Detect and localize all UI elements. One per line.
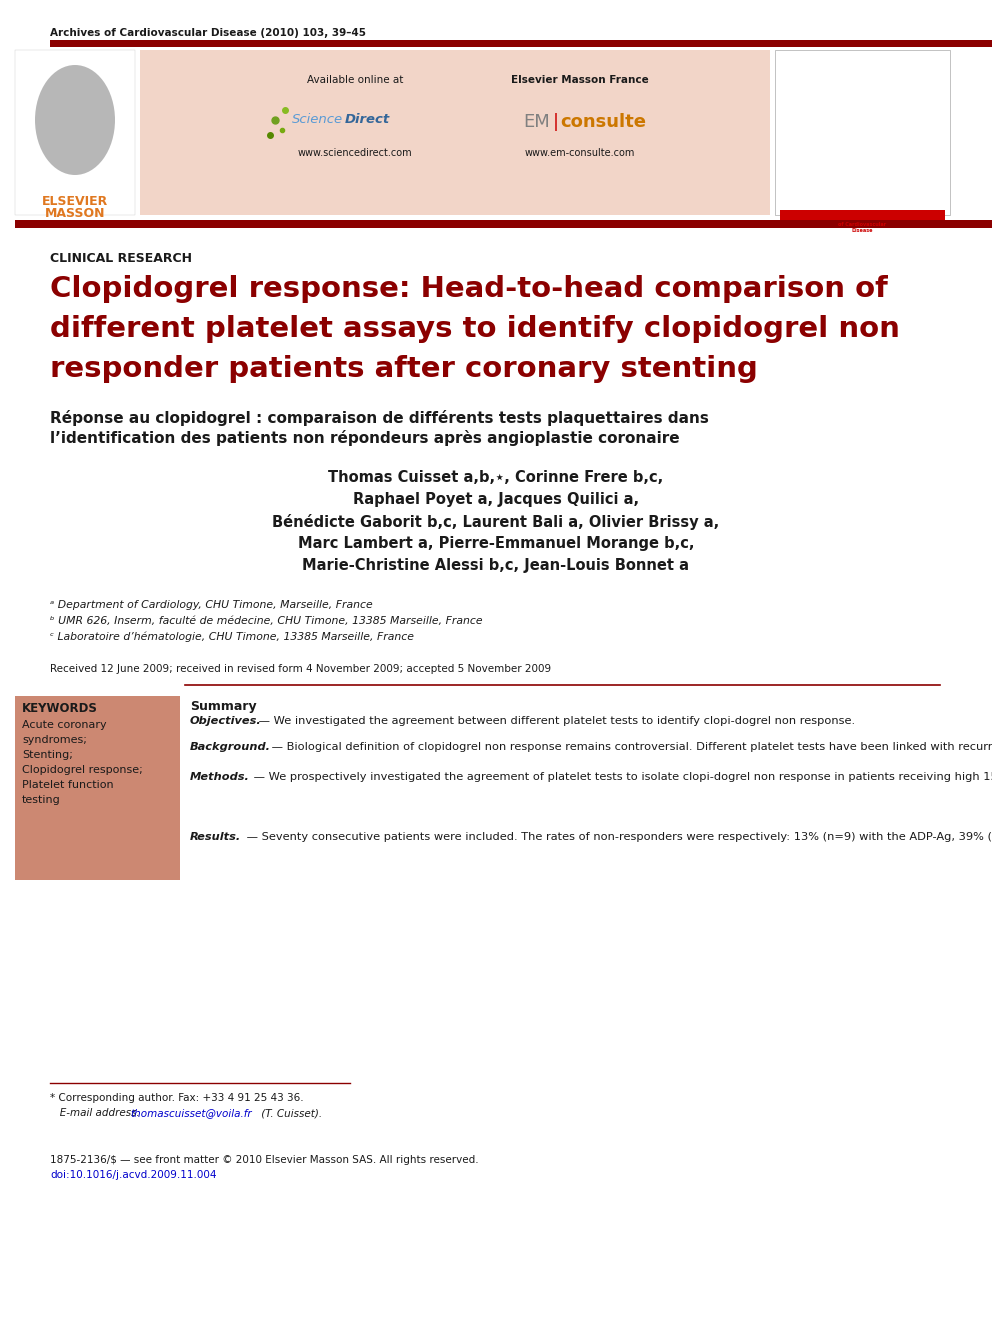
- Text: (T. Cuisset).: (T. Cuisset).: [258, 1107, 322, 1118]
- Bar: [15, 50, 135, 216]
- Text: ᶜ Laboratoire d’hématologie, CHU Timone, 13385 Marseille, France: ᶜ Laboratoire d’hématologie, CHU Timone,…: [50, 632, 414, 643]
- Text: KEYWORDS: KEYWORDS: [22, 703, 98, 714]
- Text: Clopidogrel response: Head-to-head comparison of: Clopidogrel response: Head-to-head compa…: [50, 275, 888, 303]
- Text: Summary: Summary: [190, 700, 257, 713]
- Text: Archives
of Cardiovascular
Disease: Archives of Cardiovascular Disease: [838, 216, 886, 233]
- Text: Clopidogrel response;: Clopidogrel response;: [22, 765, 143, 775]
- Text: ᵇ UMR 626, Inserm, faculté de médecine, CHU Timone, 13385 Marseille, France: ᵇ UMR 626, Inserm, faculté de médecine, …: [50, 617, 483, 626]
- Bar: [140, 50, 770, 216]
- Bar: [780, 210, 945, 222]
- Text: consulte: consulte: [560, 112, 646, 131]
- Text: |: |: [553, 112, 559, 131]
- Text: different platelet assays to identify clopidogrel non: different platelet assays to identify cl…: [50, 315, 900, 343]
- Text: l’identification des patients non répondeurs après angioplastie coronaire: l’identification des patients non répond…: [50, 430, 680, 446]
- Text: — Seventy consecutive patients were included. The rates of non-responders were r: — Seventy consecutive patients were incl…: [243, 832, 992, 841]
- Text: — We investigated the agreement between different platelet tests to identify clo: — We investigated the agreement between …: [255, 716, 855, 726]
- Text: Archives of Cardiovascular Disease (2010) 103, 39–45: Archives of Cardiovascular Disease (2010…: [50, 28, 366, 38]
- Ellipse shape: [35, 65, 115, 175]
- Text: responder patients after coronary stenting: responder patients after coronary stenti…: [50, 355, 758, 382]
- Text: Marie-Christine Alessi b,c, Jean-Louis Bonnet a: Marie-Christine Alessi b,c, Jean-Louis B…: [303, 558, 689, 573]
- Text: Elsevier Masson France: Elsevier Masson France: [511, 75, 649, 85]
- Text: EM: EM: [523, 112, 550, 131]
- Text: * Corresponding author. Fax: +33 4 91 25 43 36.: * Corresponding author. Fax: +33 4 91 25…: [50, 1093, 304, 1103]
- Text: Available online at: Available online at: [307, 75, 403, 85]
- Text: Marc Lambert a, Pierre-Emmanuel Morange b,c,: Marc Lambert a, Pierre-Emmanuel Morange …: [298, 536, 694, 550]
- Bar: [50, 40, 992, 48]
- Text: thomascuisset@voila.fr: thomascuisset@voila.fr: [130, 1107, 252, 1118]
- Text: syndromes;: syndromes;: [22, 736, 87, 745]
- Text: MASSON: MASSON: [45, 206, 105, 220]
- Text: Received 12 June 2009; received in revised form 4 November 2009; accepted 5 Nove: Received 12 June 2009; received in revis…: [50, 664, 552, 673]
- Bar: [15, 220, 992, 228]
- Text: ᵃ Department of Cardiology, CHU Timone, Marseille, France: ᵃ Department of Cardiology, CHU Timone, …: [50, 601, 373, 610]
- Text: — We prospectively investigated the agreement of platelet tests to isolate clopi: — We prospectively investigated the agre…: [250, 773, 992, 782]
- Text: Raphael Poyet a, Jacques Quilici a,: Raphael Poyet a, Jacques Quilici a,: [353, 492, 639, 507]
- Text: Bénédicte Gaborit b,c, Laurent Bali a, Olivier Brissy a,: Bénédicte Gaborit b,c, Laurent Bali a, O…: [273, 515, 719, 531]
- Text: doi:10.1016/j.acvd.2009.11.004: doi:10.1016/j.acvd.2009.11.004: [50, 1170, 216, 1180]
- Text: Science: Science: [292, 112, 343, 126]
- Text: 1875-2136/$ — see front matter © 2010 Elsevier Masson SAS. All rights reserved.: 1875-2136/$ — see front matter © 2010 El…: [50, 1155, 478, 1166]
- Text: Objectives.: Objectives.: [190, 716, 262, 726]
- Text: ELSEVIER: ELSEVIER: [42, 194, 108, 208]
- Text: CLINICAL RESEARCH: CLINICAL RESEARCH: [50, 251, 192, 265]
- Text: www.sciencedirect.com: www.sciencedirect.com: [298, 148, 413, 157]
- Text: testing: testing: [22, 795, 61, 804]
- Text: Methods.: Methods.: [190, 773, 250, 782]
- Text: Acute coronary: Acute coronary: [22, 720, 106, 730]
- Text: Direct: Direct: [345, 112, 390, 126]
- Text: Platelet function: Platelet function: [22, 781, 114, 790]
- Text: Results.: Results.: [190, 832, 241, 841]
- Text: Stenting;: Stenting;: [22, 750, 72, 759]
- Bar: [775, 50, 950, 216]
- Text: E-mail address:: E-mail address:: [50, 1107, 143, 1118]
- Text: Réponse au clopidogrel : comparaison de différents tests plaquettaires dans: Réponse au clopidogrel : comparaison de …: [50, 410, 709, 426]
- Bar: [15, 696, 180, 880]
- Text: Background.: Background.: [190, 742, 271, 751]
- Text: Thomas Cuisset a,b,⋆, Corinne Frere b,c,: Thomas Cuisset a,b,⋆, Corinne Frere b,c,: [328, 470, 664, 486]
- Text: www.em-consulte.com: www.em-consulte.com: [525, 148, 635, 157]
- Text: — Biological definition of clopidogrel non response remains controversial. Diffe: — Biological definition of clopidogrel n…: [268, 742, 992, 751]
